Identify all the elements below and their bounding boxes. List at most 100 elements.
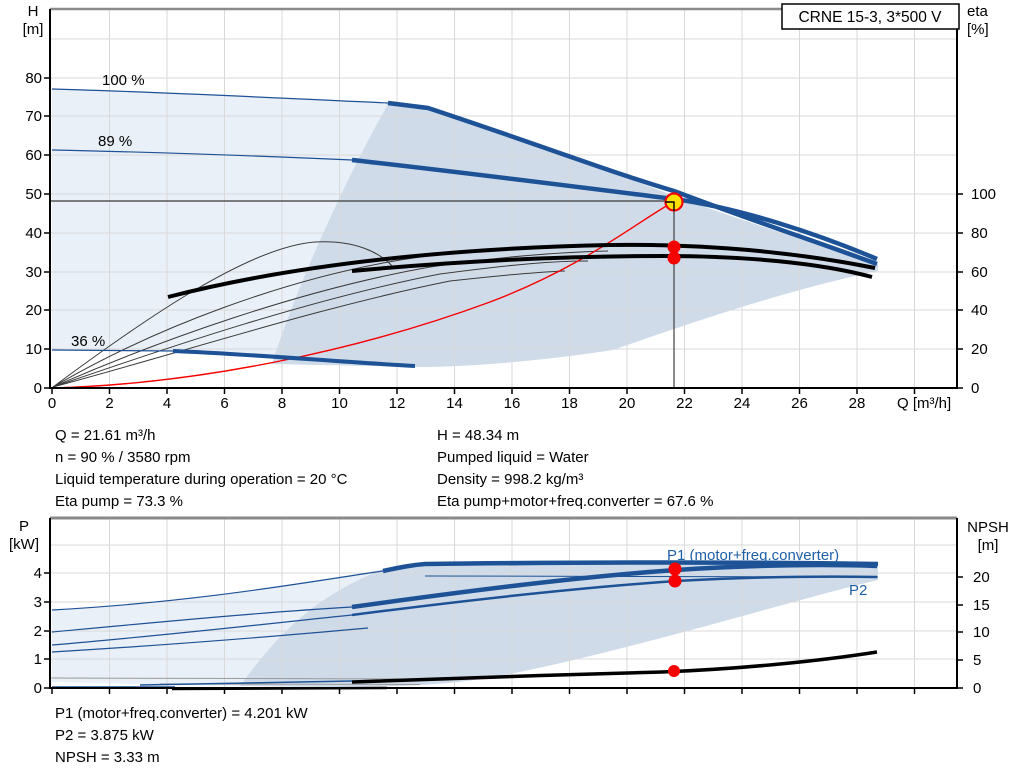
speed-label-89: 89 % xyxy=(98,133,132,150)
power-min-speed-curve-2 xyxy=(139,680,353,686)
power-thin-curve xyxy=(51,606,353,633)
gridlines-vertical xyxy=(109,9,915,388)
pump-title: CRNE 15-3, 3*500 V xyxy=(798,9,942,26)
info-h: H = 48.34 m xyxy=(437,427,519,444)
npsh-tick-label: 20 xyxy=(973,569,990,586)
curve-100pct xyxy=(387,100,878,267)
h-tick-label: 70 xyxy=(25,108,42,125)
p-ticks xyxy=(44,572,50,689)
npsh-axis-title: NPSH xyxy=(967,519,1009,536)
p1-100pct-thin xyxy=(51,570,384,611)
npsh-tick-label: 5 xyxy=(973,652,981,669)
eta-tick-label: 100 xyxy=(971,186,996,203)
q-tick-label: 0 xyxy=(48,395,56,412)
h-ticks xyxy=(44,77,50,389)
p-tick-label: 4 xyxy=(34,565,42,582)
curve-89pct-thin xyxy=(51,149,353,161)
npsh-tick-labels: 0 5 10 15 20 xyxy=(973,569,990,697)
speed-label-100: 100 % xyxy=(102,72,145,89)
q-ticks xyxy=(51,388,916,394)
fan-curve xyxy=(52,250,609,388)
q-tick-label: 18 xyxy=(561,395,578,412)
npsh-ticks xyxy=(957,576,963,689)
eta-tick-label: 20 xyxy=(971,341,988,358)
eta-ticks xyxy=(957,193,963,389)
eta-pump-duty-dot xyxy=(667,240,681,254)
q-tick-label: 6 xyxy=(220,395,228,412)
p-tick-labels: 0 1 2 3 4 xyxy=(34,565,42,697)
p-axis-unit: [kW] xyxy=(9,536,39,553)
info-p2: P2 = 3.875 kW xyxy=(55,727,155,744)
info-eta-total: Eta pump+motor+freq.converter = 67.6 % xyxy=(437,493,713,510)
tick-marks xyxy=(44,572,963,694)
p-tick-label: 1 xyxy=(34,651,42,668)
info-liquid: Pumped liquid = Water xyxy=(437,449,589,466)
npsh-duty-dot xyxy=(668,665,680,677)
q-ticks xyxy=(51,688,916,694)
p1-duty-speed-curve xyxy=(351,562,878,610)
eta-pump-curve xyxy=(167,242,876,299)
npsh-tick-label: 10 xyxy=(973,624,990,641)
power-npsh-chart: P [kW] NPSH [m] 0 1 2 3 4 0 5 10 15 20 P… xyxy=(9,516,1009,697)
fan-curve xyxy=(52,270,566,388)
p2-duty-dot xyxy=(668,574,682,588)
h-tick-label: 30 xyxy=(25,264,42,281)
h-tick-label: 0 xyxy=(34,380,42,397)
q-tick-label: 2 xyxy=(105,395,113,412)
q-tick-label: 4 xyxy=(163,395,171,412)
npsh-curve xyxy=(351,650,878,684)
eta-tick-label: 60 xyxy=(971,264,988,281)
fan-curve xyxy=(52,241,395,388)
fan-curve xyxy=(52,260,589,388)
npsh-axis-unit: [m] xyxy=(978,537,999,554)
p-tick-label: 0 xyxy=(34,680,42,697)
eta-tick-label: 80 xyxy=(971,225,988,242)
info-npsh: NPSH = 3.33 m xyxy=(55,749,160,766)
qh-chart: H [m] eta [%] 0 10 20 30 40 50 60 70 80 … xyxy=(23,3,996,412)
curve-36pct-thin xyxy=(51,349,174,352)
eta-tick-label: 0 xyxy=(971,380,979,397)
eta-tick-label: 40 xyxy=(971,302,988,319)
npsh-tick-label: 15 xyxy=(973,597,990,614)
npsh-tick-label: 0 xyxy=(973,680,981,697)
q-tick-label: 24 xyxy=(734,395,751,412)
q-tick-label: 8 xyxy=(278,395,286,412)
p1-curve-label: P1 (motor+freq.converter) xyxy=(667,547,839,564)
p2-curve-label: P2 xyxy=(849,582,867,599)
q-tick-label: 12 xyxy=(389,395,406,412)
info-q: Q = 21.61 m³/h xyxy=(55,427,155,444)
eta-tick-labels: 0 20 40 60 80 100 xyxy=(971,186,996,397)
info-density: Density = 998.2 kg/m³ xyxy=(437,471,583,488)
h-tick-label: 40 xyxy=(25,225,42,242)
h-tick-label: 50 xyxy=(25,186,42,203)
h-axis-unit: [m] xyxy=(23,21,44,38)
info-p1: P1 (motor+freq.converter) = 4.201 kW xyxy=(55,705,308,722)
power-thin-curve xyxy=(51,627,369,653)
h-tick-label: 10 xyxy=(25,341,42,358)
eta-axis-title: eta xyxy=(967,3,989,20)
power-curves xyxy=(51,560,879,688)
h-tick-label: 20 xyxy=(25,302,42,319)
q-tick-label: 16 xyxy=(504,395,521,412)
h-axis-title: H xyxy=(28,3,39,20)
eta-total-duty-dot xyxy=(667,251,681,265)
power-envelope-dark-region xyxy=(240,563,878,687)
info-n: n = 90 % / 3580 rpm xyxy=(55,449,191,466)
eta-axis-unit: [%] xyxy=(967,21,989,38)
speed-curves xyxy=(51,88,878,368)
duty-info-block: Q = 21.61 m³/h n = 90 % / 3580 rpm Liqui… xyxy=(55,427,713,510)
pump-title-box xyxy=(781,3,960,30)
q-tick-label: 20 xyxy=(619,395,636,412)
h-tick-label: 60 xyxy=(25,147,42,164)
speed-label-36: 36 % xyxy=(71,333,105,350)
q-tick-label: 14 xyxy=(446,395,463,412)
p2-duty-speed-curve xyxy=(351,575,878,617)
power-thin-curve xyxy=(51,614,353,646)
q-tick-labels: 0 2 4 6 8 10 12 14 16 18 20 22 24 26 28 xyxy=(48,395,866,412)
p-tick-label: 3 xyxy=(34,594,42,611)
q-tick-label: 28 xyxy=(849,395,866,412)
low-power-guide-line xyxy=(49,677,431,680)
curve-100pct-thin xyxy=(51,88,389,104)
